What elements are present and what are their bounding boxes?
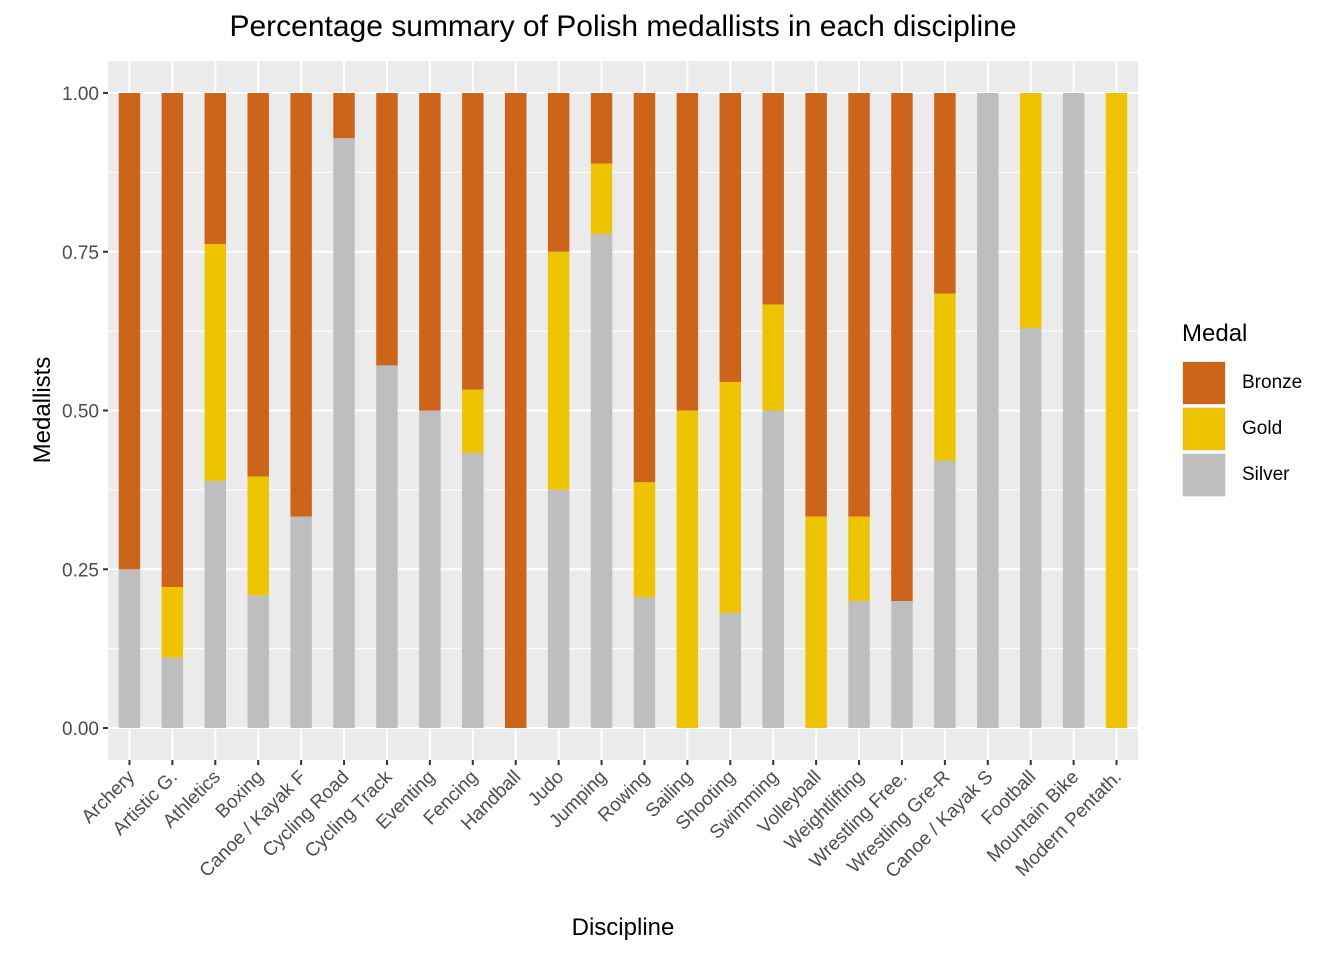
bar-segment-bronze bbox=[848, 93, 870, 517]
legend-key bbox=[1182, 407, 1226, 451]
bar-segment-silver bbox=[290, 516, 312, 728]
bar-segment-bronze bbox=[547, 93, 570, 252]
bar-segment-silver bbox=[247, 595, 269, 728]
legend-label: Silver bbox=[1242, 464, 1290, 485]
bar-segment-bronze bbox=[161, 93, 184, 588]
chart-title: Percentage summary of Polish medallists … bbox=[229, 10, 1017, 43]
bar-segment-silver bbox=[1062, 93, 1085, 728]
bar-segment-bronze bbox=[290, 93, 312, 517]
y-tick-label: 1.00 bbox=[62, 84, 99, 105]
bar-segment-bronze bbox=[891, 93, 913, 601]
bar-segment-silver bbox=[762, 410, 784, 728]
bar-segment-silver bbox=[1019, 327, 1042, 728]
bar-segment-silver bbox=[891, 601, 913, 728]
bar-segment-bronze bbox=[719, 93, 742, 382]
bar-segment-silver bbox=[719, 613, 742, 728]
bar-segment-bronze bbox=[419, 93, 441, 411]
bar-segment-bronze bbox=[204, 93, 227, 245]
bar-segment-gold bbox=[204, 244, 227, 481]
bar-segment-bronze bbox=[504, 93, 527, 728]
bar-segment-silver bbox=[547, 489, 570, 728]
bar-segment-silver bbox=[462, 453, 484, 728]
bar-segment-bronze bbox=[590, 93, 613, 164]
legend-swatch bbox=[1183, 362, 1225, 404]
bar-segment-bronze bbox=[118, 93, 141, 570]
bar-segment-gold bbox=[547, 251, 570, 490]
y-tick-label: 0.00 bbox=[62, 719, 99, 740]
legend-item-gold: Gold bbox=[1182, 406, 1302, 452]
bar-segment-silver bbox=[590, 233, 613, 728]
bar-segment-bronze bbox=[376, 93, 398, 366]
legend-label: Bronze bbox=[1242, 372, 1303, 393]
legend-item-bronze: Bronze bbox=[1182, 360, 1302, 406]
legend-key bbox=[1182, 453, 1226, 497]
bar-segment-silver bbox=[633, 597, 656, 728]
bar-segment-gold bbox=[762, 304, 784, 411]
bar-segment-gold bbox=[633, 482, 656, 598]
legend-item-silver: Silver bbox=[1182, 452, 1302, 498]
bar-segment-gold bbox=[848, 516, 870, 601]
bar-segment-bronze bbox=[462, 93, 484, 390]
bar-segment-silver bbox=[204, 480, 227, 728]
bar-segment-gold bbox=[1019, 93, 1042, 328]
legend-label: Gold bbox=[1242, 418, 1283, 439]
bar-segment-gold bbox=[805, 516, 827, 728]
bar-segment-silver bbox=[419, 410, 441, 728]
bar-segment-silver bbox=[118, 569, 141, 728]
bar-segment-gold bbox=[590, 163, 613, 234]
legend-swatch bbox=[1183, 408, 1225, 450]
y-tick-label: 0.50 bbox=[62, 402, 99, 423]
bar-segment-silver bbox=[376, 365, 398, 728]
bar-segment-bronze bbox=[676, 93, 699, 411]
bar-segment-bronze bbox=[805, 93, 827, 517]
bar-segment-gold bbox=[462, 389, 484, 454]
bar-segment-bronze bbox=[333, 93, 355, 139]
bar-segment-silver bbox=[848, 601, 870, 728]
bar-segment-bronze bbox=[762, 93, 784, 305]
bar-segment-gold bbox=[247, 476, 269, 596]
bar-segment-gold bbox=[719, 381, 742, 614]
bar-segment-silver bbox=[977, 93, 999, 728]
bar-segment-silver bbox=[333, 138, 355, 728]
bar-segment-gold bbox=[161, 587, 184, 658]
bar-segment-bronze bbox=[247, 93, 269, 477]
y-axis-label: Medallists bbox=[29, 356, 56, 464]
legend-swatch bbox=[1183, 454, 1225, 496]
legend-key bbox=[1182, 361, 1226, 405]
bar-segment-gold bbox=[1105, 93, 1128, 728]
bar-segment-gold bbox=[676, 410, 699, 728]
bar-segment-silver bbox=[161, 657, 184, 728]
x-axis-label: Discipline bbox=[571, 914, 675, 941]
y-tick-label: 0.75 bbox=[62, 243, 99, 264]
y-tick-label: 0.25 bbox=[62, 560, 99, 581]
bar-segment-bronze bbox=[934, 93, 956, 294]
legend-title: Medal bbox=[1182, 320, 1248, 347]
bar-segment-silver bbox=[934, 460, 956, 728]
legend: Medal Bronze Gold Silver bbox=[1182, 320, 1302, 498]
bar-segment-bronze bbox=[633, 93, 656, 483]
bar-segment-gold bbox=[934, 293, 956, 461]
